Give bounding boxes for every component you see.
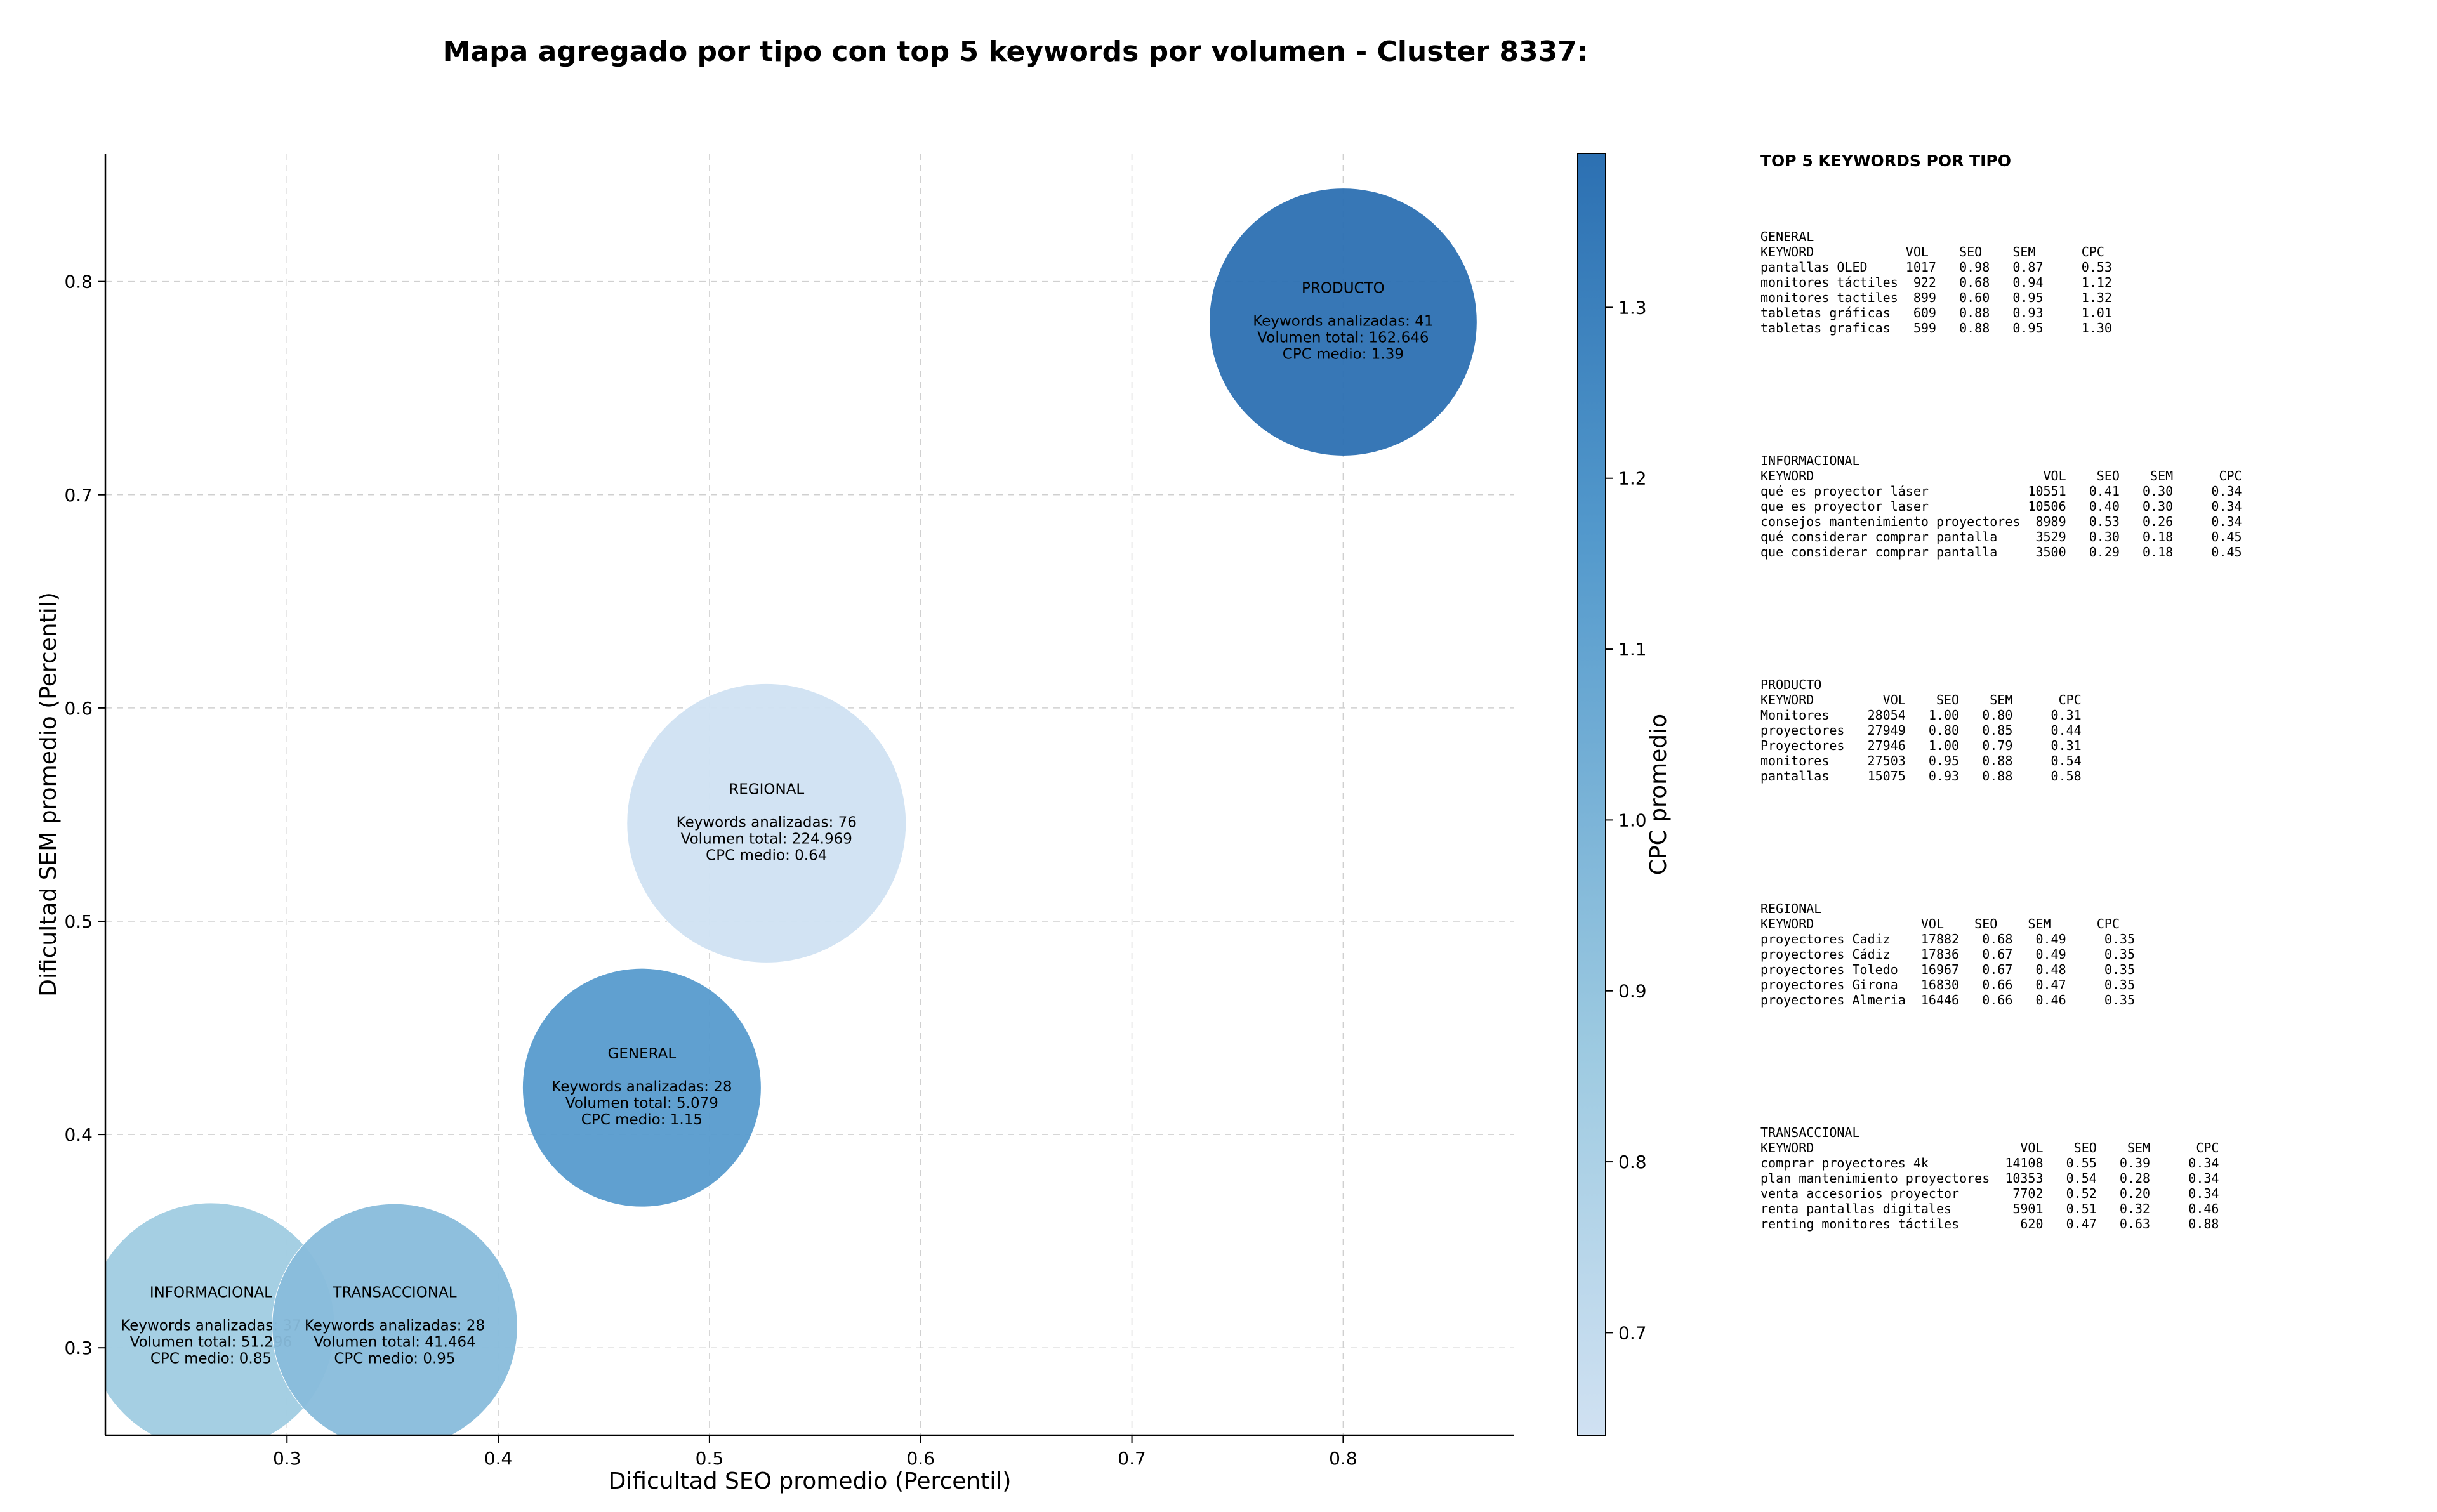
panel-row: consejos mantenimiento proyectores 8989 …	[1760, 514, 2242, 529]
bubble-keywords-regional: Keywords analizadas: 76	[677, 814, 857, 831]
panel-row: tabletas graficas 599 0.88 0.95 1.30	[1760, 320, 2112, 336]
bubble-cpc-informacional: CPC medio: 0.85	[150, 1351, 272, 1367]
y-axis-label: Dificultad SEM promedio (Percentil)	[36, 592, 62, 997]
colorbar-tick-label: 0.9	[1618, 981, 1647, 1002]
bubble-cpc-producto: CPC medio: 1.39	[1283, 346, 1404, 363]
bubble-keywords-informacional: Keywords analizadas: 37	[121, 1318, 301, 1334]
bubble-volume-transaccional: Volumen total: 41.464	[314, 1334, 476, 1351]
bubble-volume-general: Volumen total: 5.079	[565, 1095, 718, 1112]
panel-row: Proyectores 27946 1.00 0.79 0.31	[1760, 738, 2082, 753]
bubble-cpc-transaccional: CPC medio: 0.95	[334, 1351, 455, 1367]
y-ticks: 0.3 0.4 0.5 0.6 0.7 0.8	[64, 272, 105, 1358]
bubble-label-general: GENERAL	[608, 1046, 677, 1062]
colorbar-ticks: 0.7 0.8 0.9 1.0 1.1 1.2 1.3	[1606, 297, 1647, 1343]
y-tick-label: 0.3	[64, 1338, 93, 1358]
bubble-volume-informacional: Volumen total: 51.296	[130, 1334, 293, 1351]
colorbar-label: CPC promedio	[1646, 714, 1672, 875]
panel-row: proyectores Cadiz 17882 0.68 0.49 0.35	[1760, 931, 2135, 947]
y-tick-label: 0.8	[64, 272, 93, 293]
chart-title: Mapa agregado por tipo con top 5 keyword…	[443, 36, 1588, 68]
bubble-label-regional: REGIONAL	[729, 781, 804, 798]
y-tick-label: 0.7	[64, 485, 93, 506]
panel-group-name: REGIONAL	[1760, 901, 1821, 916]
panel-group-header: KEYWORD VOL SEO SEM CPC	[1760, 468, 2242, 483]
bubble-label-producto: PRODUCTO	[1302, 280, 1385, 297]
panel-row: tabletas gráficas 609 0.88 0.93 1.01	[1760, 305, 2112, 320]
x-tick-label: 0.3	[273, 1448, 301, 1469]
colorbar-tick-label: 0.7	[1618, 1322, 1647, 1343]
panel-group-name: INFORMACIONAL	[1760, 453, 1860, 468]
bubble-transaccional	[272, 1203, 518, 1435]
panel-row: Monitores 28054 1.00 0.80 0.31	[1760, 707, 2082, 723]
panel-row: renta pantallas digitales 5901 0.51 0.32…	[1760, 1201, 2219, 1216]
colorbar	[1577, 153, 1606, 1436]
y-tick-label: 0.6	[64, 698, 93, 719]
colorbar-tick-label: 1.2	[1618, 468, 1647, 489]
panel-title: TOP 5 KEYWORDS POR TIPO	[1760, 152, 2011, 170]
bubble-general	[522, 968, 762, 1207]
panel-group-name: TRANSACCIONAL	[1760, 1125, 1860, 1140]
panel-row: proyectores Almeria 16446 0.66 0.46 0.35	[1760, 992, 2135, 1008]
x-tick-label: 0.6	[906, 1448, 935, 1469]
panel-row: proyectores Cádiz 17836 0.67 0.49 0.35	[1760, 947, 2135, 962]
bubble-cpc-general: CPC medio: 1.15	[581, 1112, 703, 1128]
panel-row: comprar proyectores 4k 14108 0.55 0.39 0…	[1760, 1155, 2219, 1171]
panel-group-header: KEYWORD VOL SEO SEM CPC	[1760, 916, 2120, 931]
bubble-keywords-producto: Keywords analizadas: 41	[1253, 313, 1433, 330]
colorbar-tick-label: 0.8	[1618, 1152, 1647, 1173]
bubble-producto	[1208, 188, 1477, 456]
panel-row: monitores tactiles 899 0.60 0.95 1.32	[1760, 290, 2112, 305]
panel-row: plan mantenimiento proyectores 10353 0.5…	[1760, 1171, 2219, 1186]
x-tick-label: 0.5	[696, 1448, 724, 1469]
panel-row: qué es proyector láser 10551 0.41 0.30 0…	[1760, 483, 2242, 499]
panel-row: proyectores Girona 16830 0.66 0.47 0.35	[1760, 977, 2135, 992]
colorbar-tick-label: 1.3	[1618, 297, 1647, 318]
panel-group-header: KEYWORD VOL SEO SEM CPC	[1760, 1140, 2219, 1155]
x-tick-label: 0.8	[1329, 1448, 1357, 1469]
x-axis-label: Dificultad SEO promedio (Percentil)	[609, 1468, 1012, 1494]
x-ticks: 0.3 0.4 0.5 0.6 0.7 0.8	[273, 1435, 1357, 1469]
bubble-label-transaccional: TRANSACCIONAL	[332, 1285, 456, 1301]
panel-row: qué considerar comprar pantalla 3529 0.3…	[1760, 529, 2242, 544]
panel-row: monitores 27503 0.95 0.88 0.54	[1760, 753, 2082, 768]
colorbar-tick-label: 1.0	[1618, 810, 1647, 831]
bubble-regional	[626, 683, 907, 963]
x-tick-label: 0.7	[1118, 1448, 1146, 1469]
panel-row: proyectores Toledo 16967 0.67 0.48 0.35	[1760, 962, 2135, 977]
panel-group-header: KEYWORD VOL SEO SEM CPC	[1760, 244, 2104, 260]
panel-group-name: GENERAL	[1760, 229, 1814, 244]
bubble-keywords-transaccional: Keywords analizadas: 28	[305, 1318, 485, 1334]
panel-row: pantallas OLED 1017 0.98 0.87 0.53	[1760, 260, 2112, 275]
panel-row: proyectores 27949 0.80 0.85 0.44	[1760, 723, 2082, 738]
panel-row: venta accesorios proyector 7702 0.52 0.2…	[1760, 1186, 2219, 1201]
x-tick-label: 0.4	[484, 1448, 513, 1469]
panel-row: renting monitores táctiles 620 0.47 0.63…	[1760, 1216, 2219, 1232]
y-tick-label: 0.5	[64, 911, 93, 932]
bubble-volume-producto: Volumen total: 162.646	[1257, 330, 1429, 346]
bubble-volume-regional: Volumen total: 224.969	[681, 831, 852, 847]
bubble-keywords-general: Keywords analizadas: 28	[551, 1079, 732, 1095]
panel-row: monitores táctiles 922 0.68 0.94 1.12	[1760, 275, 2112, 290]
y-tick-label: 0.4	[64, 1124, 93, 1145]
panel-group-name: PRODUCTO	[1760, 677, 1821, 692]
panel-row: que es proyector laser 10506 0.40 0.30 0…	[1760, 499, 2242, 514]
colorbar-tick-label: 1.1	[1618, 639, 1647, 660]
bubble-label-informacional: INFORMACIONAL	[150, 1285, 272, 1301]
panel-row: pantallas 15075 0.93 0.88 0.58	[1760, 768, 2082, 784]
panel-row: que considerar comprar pantalla 3500 0.2…	[1760, 544, 2242, 560]
panel-group-header: KEYWORD VOL SEO SEM CPC	[1760, 692, 2082, 707]
bubble-cpc-regional: CPC medio: 0.64	[706, 847, 827, 864]
